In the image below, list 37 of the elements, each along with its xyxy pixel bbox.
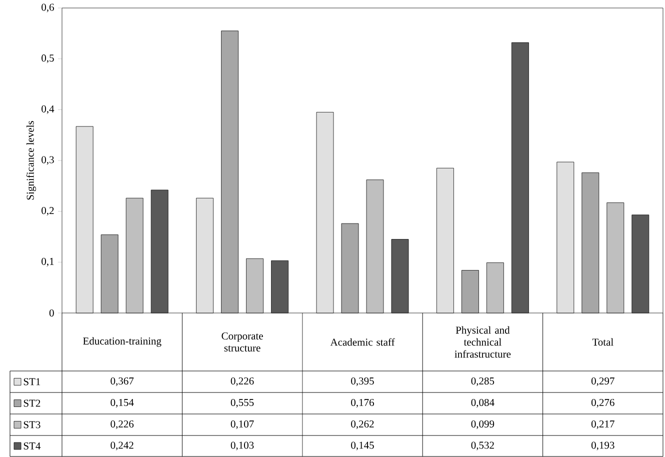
x-tick-label: Physical and technical infrastructure (454, 326, 511, 358)
y-tick-label: 0,2 (42, 207, 54, 216)
x-tick-label: Corporate structure (222, 332, 263, 352)
y-tick-label: 0,4 (42, 105, 54, 114)
data-label: 0,107 (230, 420, 254, 430)
y-tick-label: 0 (49, 309, 54, 317)
data-label: 0,297 (591, 377, 614, 386)
data-label: 0,226 (230, 377, 254, 386)
data-label: 0,103 (230, 442, 254, 450)
data-label: 0,555 (230, 398, 254, 408)
data-label: 0,367 (110, 377, 134, 386)
data-label: 0,193 (591, 442, 614, 450)
x-tick-label: Education-training (83, 337, 162, 347)
data-label: 0,262 (351, 420, 374, 430)
data-label: 0,084 (471, 398, 494, 408)
data-label: 0,226 (110, 420, 134, 430)
data-label: 0,242 (110, 442, 134, 450)
y-tick-label: 0,6 (42, 4, 54, 12)
x-tick-label: Total (592, 338, 614, 346)
legend-label: ST1 (24, 378, 40, 386)
y-axis-title: Significance levels (26, 121, 36, 200)
data-label: 0,154 (110, 398, 134, 408)
y-tick-label: 0,3 (42, 156, 54, 165)
data-label: 0,276 (591, 398, 614, 408)
legend-label: ST2 (24, 400, 40, 407)
data-label: 0,145 (351, 442, 374, 450)
data-label: 0,099 (471, 420, 494, 430)
legend-label: ST4 (24, 442, 41, 450)
data-label: 0,217 (591, 420, 614, 430)
y-tick-label: 0,5 (42, 54, 54, 64)
data-label: 0,285 (471, 377, 494, 386)
data-label: 0,532 (471, 442, 494, 450)
x-tick-label: Academic staff (330, 338, 395, 346)
y-tick-label: 0,1 (42, 258, 54, 266)
legend-label: ST3 (24, 421, 40, 428)
data-label: 0,395 (351, 377, 374, 386)
data-label: 0,176 (351, 398, 374, 408)
